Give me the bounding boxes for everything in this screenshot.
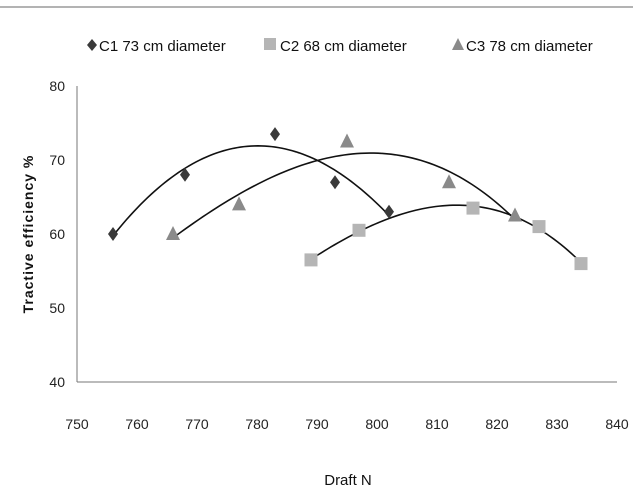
y-tick-label: 40 <box>49 374 65 390</box>
x-tick-label: 800 <box>365 416 389 432</box>
x-tick-label: 820 <box>485 416 509 432</box>
data-point-square <box>466 201 480 215</box>
trendline-series-1 <box>112 145 390 237</box>
trendline-series-3 <box>172 152 516 239</box>
y-tick-label: 60 <box>49 226 65 242</box>
data-markers <box>108 127 588 271</box>
legend-marker-triangle <box>452 38 464 50</box>
data-point-square <box>574 257 588 271</box>
data-point-triangle <box>508 207 522 222</box>
y-tick-labels: 40 50 60 70 80 <box>49 78 65 390</box>
data-point-diamond <box>180 167 190 182</box>
data-point-diamond <box>108 227 118 241</box>
legend-item-c2: C2 68 cm diameter <box>264 38 407 55</box>
data-point-diamond <box>270 127 280 142</box>
y-tick-label: 80 <box>49 78 65 94</box>
legend-marker-square <box>264 38 276 50</box>
data-point-triangle <box>232 196 246 211</box>
legend-item-c3: C3 78 cm diameter <box>452 38 593 55</box>
x-tick-label: 790 <box>305 416 329 432</box>
data-point-square <box>352 223 366 237</box>
x-tick-label: 750 <box>65 416 89 432</box>
x-tick-label: 760 <box>125 416 149 432</box>
x-tick-label: 810 <box>425 416 449 432</box>
data-point-square <box>304 253 318 267</box>
y-tick-label: 50 <box>49 300 65 316</box>
x-tick-label: 830 <box>545 416 569 432</box>
data-point-square <box>532 220 546 234</box>
x-axis-title: Draft N <box>324 472 372 489</box>
data-point-diamond <box>384 204 394 219</box>
x-tick-label: 840 <box>605 416 629 432</box>
data-point-triangle <box>340 133 354 148</box>
legend-label-c2: C2 68 cm diameter <box>280 38 407 55</box>
x-tick-label: 780 <box>245 416 269 432</box>
trendlines <box>112 145 582 264</box>
legend-label-c1: C1 73 cm diameter <box>99 38 226 55</box>
legend-label-c3: C3 78 cm diameter <box>466 38 593 55</box>
data-point-triangle <box>442 174 456 189</box>
legend-marker-diamond <box>87 39 97 51</box>
trendline-series-2 <box>310 204 582 264</box>
y-axis-title: Tractive efficiency % <box>20 155 36 314</box>
data-point-diamond <box>330 175 340 190</box>
data-point-triangle <box>166 226 180 240</box>
legend-item-c1: C1 73 cm diameter <box>87 38 226 55</box>
x-tick-labels: 750 760 770 780 790 800 810 820 830 840 <box>65 416 629 432</box>
y-tick-label: 70 <box>49 152 65 168</box>
x-tick-label: 770 <box>185 416 209 432</box>
legend: C1 73 cm diameter C2 68 cm diameter C3 7… <box>87 38 593 55</box>
